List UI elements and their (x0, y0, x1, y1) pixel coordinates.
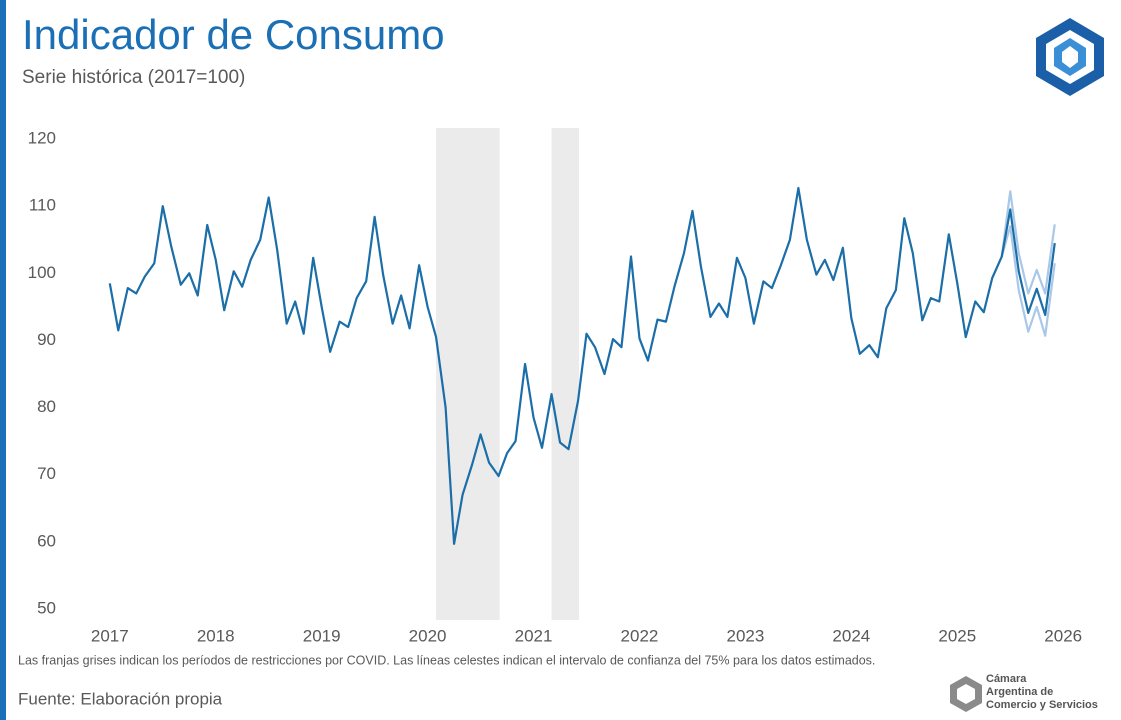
logo-text: Cámara (986, 673, 1027, 685)
logo-text: Argentina de (986, 686, 1053, 698)
series-line (1000, 225, 1056, 337)
logo (1036, 18, 1104, 96)
x-tick-label: 2026 (1044, 626, 1082, 645)
x-tick-label: 2020 (409, 626, 447, 645)
side-bar (0, 0, 6, 720)
y-tick-label: 60 (37, 531, 56, 550)
x-tick-label: 2017 (91, 626, 129, 645)
x-tick-label: 2023 (726, 626, 764, 645)
note: Las franjas grises indican los períodos … (18, 653, 875, 667)
y-tick-label: 110 (29, 196, 56, 215)
y-tick-label: 120 (28, 129, 56, 148)
chart-subtitle: Serie histórica (2017=100) (22, 67, 245, 88)
y-tick-label: 50 (37, 598, 56, 617)
covid-band (551, 128, 580, 620)
x-tick-label: 2024 (832, 626, 870, 645)
y-tick-label: 80 (37, 397, 56, 416)
series-line (108, 186, 1056, 545)
footer-logo (950, 676, 982, 712)
series-line (1000, 190, 1056, 295)
logo-text: Comercio y Servicios (986, 699, 1098, 711)
x-tick-label: 2022 (621, 626, 659, 645)
y-tick-label: 100 (28, 263, 56, 282)
y-tick-label: 90 (37, 330, 56, 349)
x-tick-label: 2021 (515, 626, 553, 645)
x-tick-label: 2025 (938, 626, 976, 645)
source: Fuente: Elaboración propia (18, 689, 223, 708)
x-tick-label: 2019 (303, 626, 341, 645)
chart-title: Indicador de Consumo (22, 11, 445, 58)
y-tick-label: 70 (37, 464, 56, 483)
x-tick-label: 2018 (197, 626, 235, 645)
covid-band (436, 128, 500, 620)
